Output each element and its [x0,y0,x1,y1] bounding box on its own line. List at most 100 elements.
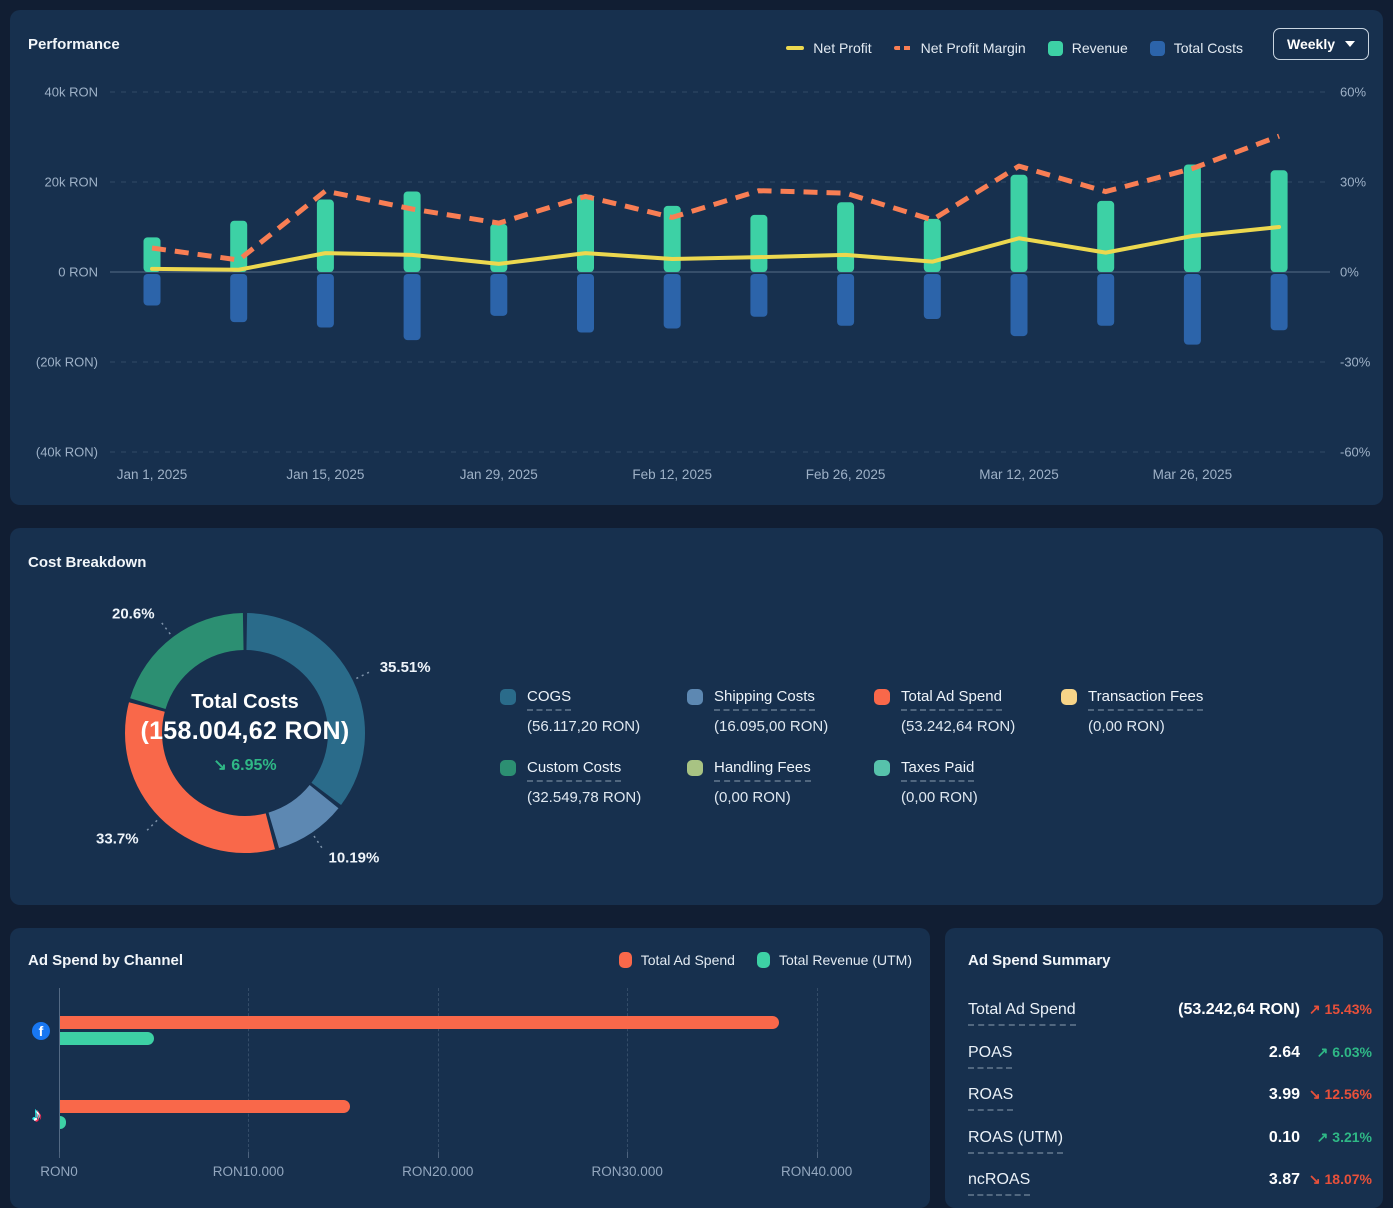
svg-text:40k RON: 40k RON [45,85,98,100]
svg-text:Jan 15, 2025: Jan 15, 2025 [286,467,364,482]
total-costs-bar-6 [663,274,681,329]
summary-delta: ↗ 3.21% [1316,1128,1372,1145]
tiktok-total-ad-spend-bar [60,1100,350,1113]
performance-legend: Net Profit Net Profit Margin Revenue Total … [786,40,1243,56]
cost-legend-value: (32.549,78 RON) [527,789,642,806]
revenue-bar-8 [837,202,855,272]
revenue-bar-9 [923,218,941,272]
total-costs-bar-0 [143,274,161,306]
cost-legend-swatch-shipping-costs [687,689,703,705]
period-selector-button[interactable]: Weekly [1273,28,1369,60]
cost-legend-value: (0,00 RON) [714,789,791,806]
channel-x-tick [627,1152,629,1158]
channel-chart-gridline [816,988,818,1152]
cost-breakdown-title: Cost Breakdown [28,554,147,571]
cost-legend-label[interactable]: Taxes Paid [901,759,975,782]
summary-label[interactable]: ncROAS [968,1171,1031,1196]
total-costs-bar-13 [1270,274,1288,331]
channel-x-label: RON0 [40,1164,78,1179]
cost-legend-label[interactable]: COGS [527,688,572,711]
cost-legend-value: (16.095,00 RON) [714,718,829,735]
channel-x-tick [59,1152,60,1158]
performance-title: Performance [28,36,120,53]
summary-delta: ↗ 6.03% [1316,1043,1372,1060]
legend-swatch-net-profit [786,45,805,51]
cost-legend-label[interactable]: Handling Fees [714,759,811,782]
ad-spend-summary-rows: Total Ad Spend (53.242,64 RON) ↗ 15.43% POA… [968,1001,1372,1208]
cost-legend-swatch-total-ad-spend [874,689,890,705]
summary-delta: ↘ 18.07% [1308,1171,1372,1187]
channel-x-label: RON10.000 [212,1164,285,1179]
channel-chart-gridline [248,988,250,1152]
channel-x-label: RON40.000 [780,1164,853,1179]
summary-label[interactable]: POAS [968,1044,1013,1069]
cost-legend-label[interactable]: Custom Costs [527,759,622,782]
total-costs-bar-3 [403,274,421,341]
chevron-down-icon [1345,41,1355,47]
summary-label[interactable]: ROAS [968,1086,1014,1111]
total-costs-bar-1 [230,274,248,323]
total-costs-bar-5 [577,274,594,333]
total-costs-bar-10 [1010,274,1028,337]
svg-text:20.6%: 20.6% [112,605,155,622]
donut-slice-shipping-costs [268,785,339,849]
channel-chart-axis [59,988,60,1152]
summary-label[interactable]: Total Ad Spend [968,1001,1076,1026]
revenue-bar-0 [143,237,161,272]
cost-breakdown-donut-chart: 35.51% 10.19% 33.7% 20.6% [96,605,431,866]
revenue-bar-13 [1270,170,1288,272]
summary-value: 3.99 [1268,1086,1300,1103]
summary-row-total-ad-spend: Total Ad Spend (53.242,64 RON) ↗ 15.43% [968,1001,1372,1027]
cost-legend-item-total-ad-spend: Total Ad Spend (53.242,64 RON) [874,688,1061,735]
summary-row-ncroas: ncROAS 3.87 ↘ 18.07% [968,1171,1372,1197]
summary-delta: ↘ 12.56% [1308,1086,1372,1102]
revenue-bar-12 [1183,164,1201,272]
svg-text:-30%: -30% [1340,355,1371,370]
total-costs-bar-11 [1097,274,1115,326]
revenue-bar-7 [750,214,768,272]
svg-text:(40k RON): (40k RON) [36,445,98,460]
channel-legend-label: Total Revenue (UTM) [778,952,912,968]
channel-legend-item-total-revenue-utm[interactable]: Total Revenue (UTM) [756,952,912,968]
legend-item-total-costs[interactable]: Total Costs [1149,40,1243,56]
channel-legend-swatch [618,952,632,968]
legend-item-net-profit[interactable]: Net Profit [786,40,872,56]
cost-legend-label[interactable]: Total Ad Spend [901,688,1002,711]
facebook-icon: f [32,1022,50,1040]
cost-legend-item-cogs: COGS (56.117,20 RON) [500,688,687,735]
facebook-total-ad-spend-bar [60,1016,779,1029]
performance-panel: Performance Net Profit Net Profit Margin R… [10,10,1383,505]
net-profit-line [150,225,1282,272]
donut-slice-custom-costs [130,613,244,709]
channel-chart-gridline [627,988,629,1152]
legend-swatch-total-costs [1149,40,1165,56]
revenue-bar-10 [1010,174,1028,272]
total-costs-bar-9 [923,274,941,319]
revenue-bar-6 [663,205,681,272]
legend-label: Net Profit Margin [920,40,1026,56]
cost-legend-label[interactable]: Transaction Fees [1088,688,1204,711]
legend-item-revenue[interactable]: Revenue [1047,40,1128,56]
period-selector-label: Weekly [1287,36,1335,52]
ad-spend-by-channel-title: Ad Spend by Channel [28,952,184,969]
summary-value: 2.64 [1268,1043,1300,1061]
svg-text:30%: 30% [1340,175,1366,190]
legend-swatch-revenue [1047,40,1063,56]
summary-value: (53.242,64 RON) [1178,1001,1300,1018]
channel-legend-item-total-ad-spend[interactable]: Total Ad Spend [618,952,735,968]
summary-delta: ↗ 15.43% [1308,1001,1372,1017]
summary-label[interactable]: ROAS (UTM) [968,1129,1064,1154]
svg-text:20k RON: 20k RON [45,175,98,190]
channel-x-tick [248,1152,250,1158]
revenue-bar-5 [577,194,594,272]
cost-legend-item-handling-fees: Handling Fees (0,00 RON) [687,759,874,806]
tiktok-icon: ♪ [32,1105,42,1126]
legend-item-net-profit-margin[interactable]: Net Profit Margin [893,40,1026,56]
cost-legend-swatch-handling-fees [687,760,703,776]
total-costs-bar-12 [1183,274,1201,345]
cost-legend-value: (0,00 RON) [901,789,978,806]
svg-text:Mar 26, 2025: Mar 26, 2025 [1153,467,1233,482]
cost-legend-label[interactable]: Shipping Costs [714,688,815,711]
channel-bar-chart: RON0 RON10.000 RON20.000 RON30.000 RON40.000… [10,928,930,1208]
